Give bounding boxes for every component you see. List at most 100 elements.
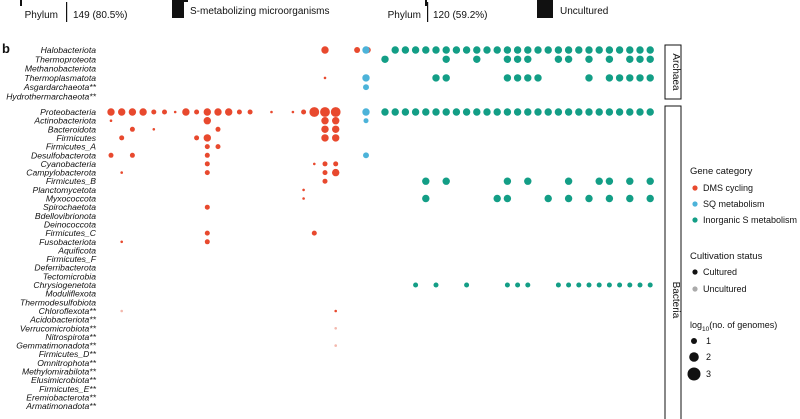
inorganic-bubble [524, 177, 532, 185]
dms-bubble [129, 152, 135, 158]
inorganic-bubble [411, 46, 420, 54]
inorganic-bubble [586, 282, 592, 288]
dms-bubble [129, 126, 135, 132]
inorganic-bubble [626, 177, 634, 185]
top-left-phylum-label: Phylum [25, 10, 58, 21]
inorganic-bubble [513, 46, 522, 54]
dms-bubble [120, 309, 123, 313]
inorganic-bubble [422, 108, 430, 116]
inorganic-bubble [534, 108, 542, 116]
top-left-divider [66, 2, 68, 22]
top-right-legend-swatch [537, 0, 553, 18]
legend-sq-dot [692, 201, 698, 207]
row-label: Deinococcota [44, 219, 96, 229]
row-label: Campylobacterota [26, 168, 96, 178]
dms-bubble [302, 188, 305, 192]
row-label: Hydrothermarchaeota** [6, 92, 96, 102]
row-label: Bacteroidota [48, 124, 96, 134]
dms-bubble [214, 108, 222, 116]
dms-bubble [322, 170, 328, 176]
inorganic-bubble [513, 74, 522, 82]
row-label: Chloroflexota** [39, 306, 97, 316]
inorganic-bubble [464, 282, 470, 288]
top-left-legend-bar [172, 0, 188, 2]
dms-bubble [311, 230, 317, 236]
inorganic-bubble [626, 55, 634, 63]
row-label: Firmicutes [56, 133, 96, 143]
inorganic-bubble [442, 74, 450, 82]
inorganic-bubble [544, 194, 552, 203]
bacteria-label: Bacteria [670, 282, 681, 319]
inorganic-bubble [554, 46, 563, 54]
sq-bubble [362, 74, 370, 82]
dms-bubble [120, 171, 123, 174]
inorganic-bubble [503, 177, 512, 185]
inorganic-bubble [646, 46, 654, 54]
row-label: Firmicutes_B [46, 176, 96, 186]
inorganic-bubble [646, 177, 654, 185]
size-legend-dot-3 [687, 367, 701, 381]
row-label: Planctomycetota [32, 185, 96, 195]
row-label: Proteobacteria [40, 107, 96, 117]
inorganic-bubble [637, 282, 643, 288]
inorganic-bubble [605, 108, 614, 116]
inorganic-bubble [442, 46, 450, 54]
dms-bubble [119, 135, 125, 141]
dms-bubble [203, 108, 211, 116]
legend: Gene category DMS cycling SQ metabolism … [687, 166, 797, 381]
inorganic-bubble [595, 46, 603, 54]
dms-bubble [203, 117, 211, 125]
dms-bubble [323, 76, 327, 80]
row-label: Firmicutes_D** [39, 349, 97, 359]
inorganic-bubble [615, 74, 624, 82]
inorganic-bubble [524, 74, 532, 82]
panel-label: b [2, 41, 10, 56]
inorganic-bubble [452, 108, 461, 116]
sq-bubble [362, 108, 370, 116]
dms-bubble [109, 119, 113, 122]
dms-bubble [204, 204, 210, 210]
inorganic-bubble [564, 55, 573, 63]
dms-bubble [330, 107, 341, 117]
inorganic-bubble [564, 194, 573, 203]
dms-bubble [173, 110, 177, 114]
inorganic-bubble [575, 46, 583, 54]
row-label: Fusobacteriota [39, 237, 96, 247]
inorganic-bubble [566, 282, 572, 288]
inorganic-bubble [596, 282, 602, 288]
row-label: Desulfobacterota [31, 150, 96, 160]
inorganic-bubble [381, 55, 389, 63]
inorganic-bubble [605, 55, 614, 63]
dms-bubble [322, 161, 328, 167]
dms-bubble [320, 107, 330, 117]
dms-bubble [194, 109, 200, 115]
dms-bubble [270, 110, 273, 114]
inorganic-bubble [503, 194, 512, 203]
dms-bubble [247, 109, 253, 115]
dms-bubble [120, 240, 123, 244]
row-label: Spirochaetota [43, 202, 96, 212]
inorganic-bubble [391, 46, 399, 54]
size-legend-dot-1 [691, 338, 697, 344]
legend-inorganic-dot [692, 217, 698, 223]
row-labels: HalobacteriotaThermoproteotaMethanobacte… [6, 45, 97, 411]
inorganic-bubble [647, 282, 653, 288]
top-right-legend-label: Uncultured [560, 6, 608, 17]
dms-bubble [332, 125, 340, 133]
inorganic-bubble [473, 46, 481, 54]
inorganic-bubble [473, 108, 481, 116]
dms-bubble [215, 126, 221, 132]
dms-bubble [354, 47, 361, 53]
inorganic-bubble [564, 177, 573, 185]
inorganic-bubble [605, 194, 614, 203]
inorganic-bubble [554, 55, 563, 63]
inorganic-bubble [626, 194, 634, 203]
inorganic-bubble [605, 46, 614, 54]
inorganic-bubble [646, 74, 654, 82]
inorganic-bubble [442, 108, 450, 116]
row-label: Asgardarchaeota** [23, 82, 97, 92]
dms-bubble [152, 128, 156, 131]
inorganic-bubble [391, 108, 399, 116]
inorganic-bubble [401, 46, 410, 54]
dms-bubble [321, 134, 329, 142]
